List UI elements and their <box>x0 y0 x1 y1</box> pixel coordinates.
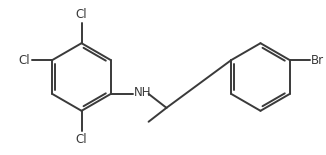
Text: NH: NH <box>134 86 151 99</box>
Text: Cl: Cl <box>76 8 87 21</box>
Text: Cl: Cl <box>76 133 87 146</box>
Text: Br: Br <box>311 54 324 67</box>
Text: Cl: Cl <box>19 54 30 67</box>
